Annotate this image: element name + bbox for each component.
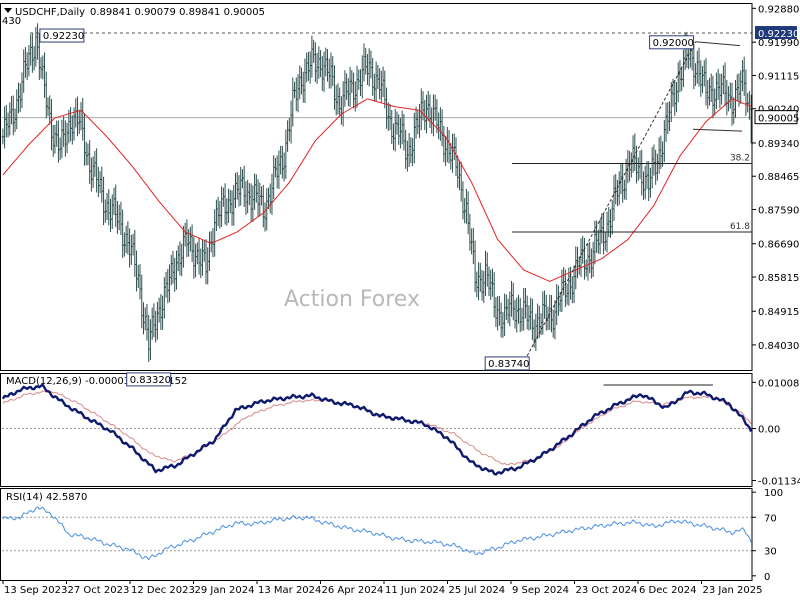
- symbol-header: USDCHF,Daily: [15, 7, 85, 18]
- rsi-line: [2, 506, 752, 561]
- left-cut-label: 430: [2, 16, 21, 27]
- date-tick-label: 9 Sep 2024: [512, 585, 569, 596]
- macd-line: [1, 383, 753, 476]
- rsi-tick-label: 100: [764, 488, 783, 499]
- date-tick-label: 11 Jun 2024: [385, 585, 445, 596]
- price-label-box: [39, 28, 85, 43]
- macd-tick-label: 0.010086: [758, 378, 800, 389]
- x-axis-layer: 13 Sep 2023 27 Oct 2023 12 Dec 2023 29 Jan …: [2, 580, 763, 596]
- rsi-tick-label: 70: [764, 513, 777, 524]
- date-tick-label: 27 Oct 2023: [68, 585, 130, 596]
- fib-label: 61.8: [730, 222, 750, 232]
- menu-triangle-icon[interactable]: [4, 8, 12, 13]
- annotations-layer: 38.2 61.8 0.92230 0.83320 0.83740 0.92000: [39, 28, 752, 387]
- date-tick-label: 26 Apr 2024: [322, 585, 384, 596]
- last-price-tag: [754, 110, 798, 125]
- price-tick-label: 0.87590: [758, 206, 799, 217]
- y-axis-area: [752, 0, 800, 600]
- price-label: 0.92000: [653, 38, 694, 49]
- date-tick-label: 29 Jan 2024: [195, 585, 255, 596]
- macd-layer: [1, 383, 753, 476]
- price-label-box: [484, 356, 530, 371]
- date-tick-label: 12 Dec 2023: [131, 585, 195, 596]
- panel-frame: [0, 488, 753, 581]
- date-tick-label: 13 Mar 2024: [258, 585, 321, 596]
- trend-line: [526, 41, 697, 357]
- price-tick-label: 0.85815: [758, 273, 799, 284]
- date-tick-label: 23 Oct 2024: [576, 585, 638, 596]
- date-tick-label: 13 Sep 2023: [4, 585, 67, 596]
- price-tick-label: 0.88465: [758, 172, 799, 183]
- price-layer: [1, 23, 753, 362]
- grid-layer: [2, 32, 752, 552]
- price-label: 0.83740: [488, 359, 529, 370]
- price-tick-label: 0.91990: [758, 38, 799, 49]
- macd-tick-label: -0.011342: [758, 476, 800, 487]
- sma-line: [2, 98, 752, 282]
- macd-signal-line: [2, 390, 752, 466]
- price-label-box: [649, 35, 695, 50]
- rsi-title: RSI(14) 42.5870: [6, 492, 87, 503]
- date-tick-label: 25 Jul 2024: [449, 585, 506, 596]
- high-marker-label: 0.92230: [758, 29, 799, 40]
- fib-label: 38.2: [730, 153, 750, 163]
- price-tick-label: 0.92880: [758, 4, 799, 15]
- rsi-layer: [2, 506, 752, 561]
- date-tick-label: 6 Dec 2024: [639, 585, 697, 596]
- date-tick-label: 23 Jan 2025: [703, 585, 763, 596]
- price-label: 0.83320: [130, 375, 171, 386]
- last-price-label: 0.90005: [758, 114, 799, 125]
- resistance-line: [695, 41, 741, 47]
- y-axis-layer: 0.928800.919900.911150.902400.893400.884…: [752, 4, 800, 583]
- macd-tick-label: 0.00: [758, 425, 780, 436]
- support-line: [692, 128, 743, 132]
- ohlc-values: 0.89841 0.90079 0.89841 0.90005: [90, 7, 265, 18]
- price-tick-label: 0.89340: [758, 139, 799, 150]
- price-tick-label: 0.86690: [758, 240, 799, 251]
- price-label-box: [126, 372, 172, 387]
- rsi-tick-label: 30: [764, 547, 777, 558]
- watermark: Action Forex: [284, 287, 420, 312]
- panel-frame: [0, 3, 753, 371]
- panel-frame: [0, 373, 753, 487]
- rsi-tick-label: 0: [764, 572, 770, 583]
- price-tick-label: 0.84915: [758, 307, 799, 318]
- macd-title: MACD(12,26,9) -0.000030 0.001152: [6, 376, 187, 387]
- price-tick-label: 0.84030: [758, 341, 799, 352]
- price-tick-label: 0.91115: [758, 71, 799, 82]
- high-marker-tag: [755, 26, 797, 40]
- price-label: 0.92230: [43, 31, 84, 42]
